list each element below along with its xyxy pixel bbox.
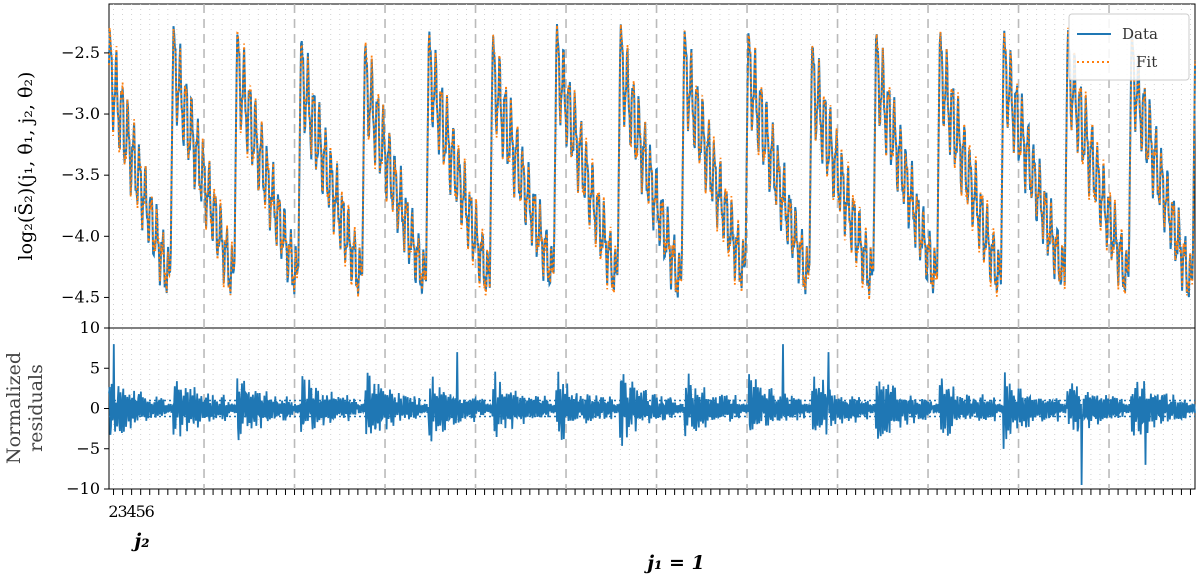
top-ylabel: log₂(S̄₂)(j₁, θ₁, j₂, θ₂) [14, 72, 37, 261]
top-y-tick-label: −3.0 [61, 104, 100, 123]
residual-series-line [108, 344, 1196, 486]
legend-box [1068, 13, 1190, 81]
data-series-line [108, 23, 1196, 298]
j2-tick-label: 3 [117, 502, 127, 521]
legend: Data Fit [1068, 13, 1190, 81]
legend-fit-label: Fit [1136, 53, 1157, 71]
bottom-ylabel-line1: Normalized [3, 352, 25, 464]
j2-axis-label: j₂ [130, 530, 149, 552]
top-y-tick-label: −3.5 [61, 165, 100, 184]
j2-tick-label: 6 [145, 502, 155, 521]
top-y-tick-label: −4.5 [61, 287, 100, 306]
bottom-y-tick-label: 5 [90, 358, 100, 377]
j2-tick-label: 2 [108, 502, 118, 521]
legend-data-label: Data [1122, 25, 1158, 43]
bottom-ylabel-line2: residuals [25, 364, 47, 452]
series-layer [108, 23, 1196, 486]
top-y-tick-label: −2.5 [61, 43, 100, 62]
bottom-y-tick-label: −5 [76, 439, 100, 458]
bottom-y-tick-label: 0 [90, 399, 100, 418]
j2-tick-label: 4 [127, 502, 137, 521]
j2-tick-label: 5 [136, 502, 146, 521]
bottom-y-tick-label: −10 [66, 479, 100, 498]
j1-axis-label: j₁ = 1 [643, 552, 705, 574]
top-y-tick-label: −4.0 [61, 226, 100, 245]
fit-series-line [108, 24, 1196, 300]
bottom-y-tick-label: 10 [80, 318, 100, 337]
